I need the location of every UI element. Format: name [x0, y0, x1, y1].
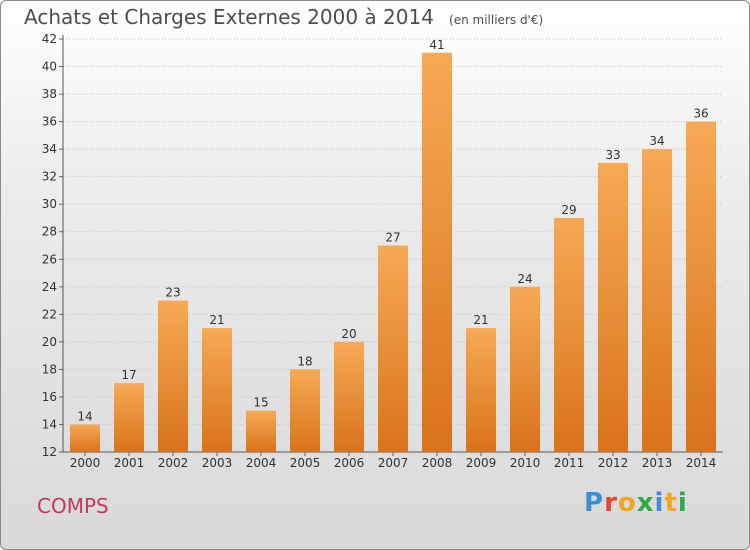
- x-tick-label: 2005: [290, 456, 321, 470]
- title-text: Achats et Charges Externes 2000 à 2014: [24, 5, 434, 29]
- y-tick-label: 12: [42, 445, 57, 459]
- bar: [158, 300, 188, 452]
- bar-value-label: 29: [561, 203, 576, 217]
- logo-letter: x: [636, 488, 655, 518]
- logo-letter: o: [617, 488, 637, 518]
- x-tick-label: 2006: [334, 456, 365, 470]
- bar: [246, 410, 276, 452]
- y-tick-label: 32: [42, 170, 57, 184]
- logo-letter: r: [604, 488, 618, 518]
- x-tick-label: 2012: [598, 456, 629, 470]
- x-tick-label: 2013: [642, 456, 673, 470]
- bar-value-label: 24: [517, 272, 532, 286]
- bar-value-label: 33: [605, 148, 620, 162]
- x-tick-label: 2003: [202, 456, 233, 470]
- bar-value-label: 18: [297, 354, 312, 368]
- bar-value-label: 41: [429, 38, 444, 52]
- y-tick-label: 34: [42, 142, 57, 156]
- y-tick-label: 26: [42, 252, 57, 266]
- bar: [202, 328, 232, 452]
- bar: [466, 328, 496, 452]
- y-tick-label: 20: [42, 335, 57, 349]
- bar-value-label: 34: [649, 134, 664, 148]
- bar-value-label: 20: [341, 327, 356, 341]
- x-tick-label: 2004: [246, 456, 277, 470]
- unit-note: (en milliers d'€): [449, 13, 544, 27]
- y-tick-label: 28: [42, 225, 57, 239]
- bar: [686, 121, 716, 452]
- bar: [642, 149, 672, 452]
- bar-value-label: 21: [473, 313, 488, 327]
- x-tick-label: 2008: [422, 456, 453, 470]
- bar-value-label: 23: [165, 286, 180, 300]
- y-tick-label: 36: [42, 115, 57, 129]
- x-tick-label: 2014: [686, 456, 717, 470]
- bar: [334, 341, 364, 452]
- x-tick-label: 2011: [554, 456, 585, 470]
- y-tick-label: 18: [42, 362, 57, 376]
- x-tick-label: 2001: [114, 456, 145, 470]
- x-tick-label: 2007: [378, 456, 409, 470]
- bar-value-label: 15: [253, 396, 268, 410]
- x-tick-label: 2010: [510, 456, 541, 470]
- bar: [510, 286, 540, 452]
- y-tick-label: 40: [42, 60, 57, 74]
- x-tick-label: 2002: [158, 456, 189, 470]
- logo-letter: i: [677, 488, 688, 518]
- y-tick-label: 22: [42, 307, 57, 321]
- bar-value-label: 27: [385, 231, 400, 245]
- y-tick-label: 16: [42, 390, 57, 404]
- x-tick-label: 2009: [466, 456, 497, 470]
- bar: [378, 245, 408, 452]
- y-tick-label: 30: [42, 197, 57, 211]
- bar: [598, 162, 628, 452]
- logo-letter: i: [654, 488, 665, 518]
- bar-value-label: 21: [209, 313, 224, 327]
- bar-value-label: 14: [77, 409, 92, 423]
- commune-name: COMPS: [37, 494, 109, 518]
- bar: [290, 369, 320, 452]
- x-tick-label: 2000: [70, 456, 101, 470]
- bar: [70, 424, 100, 452]
- bar: [554, 217, 584, 452]
- bar-value-label: 36: [693, 107, 708, 121]
- chart-title: Achats et Charges Externes 2000 à 2014 (…: [24, 5, 543, 29]
- proxiti-logo: Proxiti: [584, 488, 688, 518]
- y-tick-label: 24: [42, 280, 57, 294]
- bar: [422, 52, 452, 453]
- logo-letter: t: [664, 488, 678, 518]
- logo-letter: P: [584, 488, 605, 518]
- bar: [114, 383, 144, 452]
- y-tick-label: 42: [42, 32, 57, 46]
- y-tick-label: 38: [42, 87, 57, 101]
- bar-value-label: 17: [121, 368, 136, 382]
- y-tick-label: 14: [42, 417, 57, 431]
